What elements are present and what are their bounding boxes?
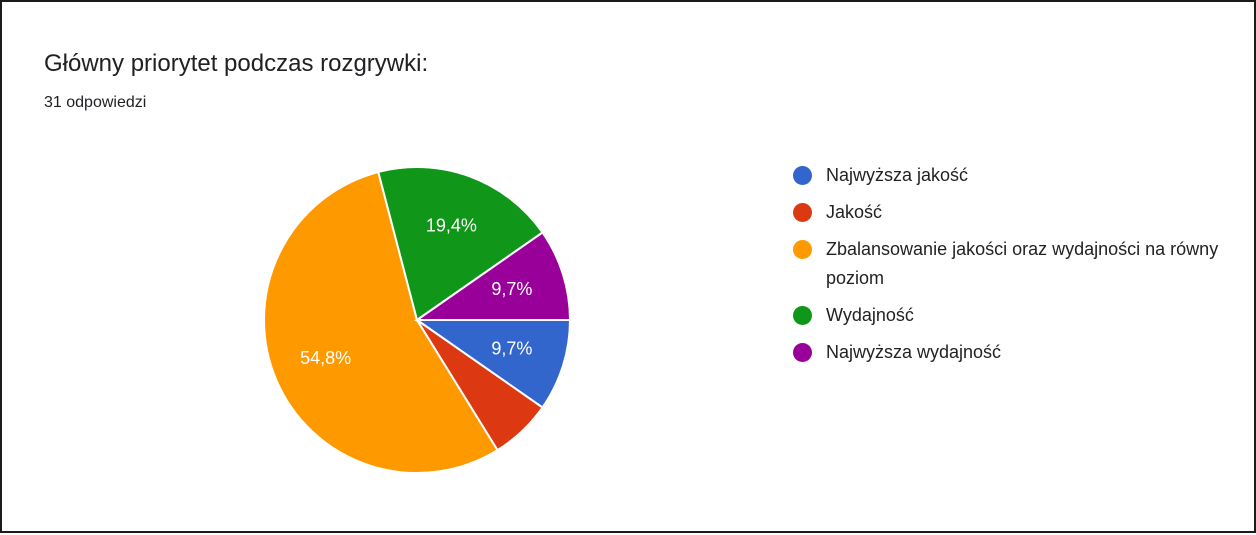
legend-item-najwyzsza-jakosc[interactable]: Najwyższa jakość — [793, 161, 1223, 190]
slice-label: 54,8% — [300, 348, 351, 368]
chart-legend: Najwyższa jakość Jakość Zbalansowanie ja… — [793, 161, 1223, 375]
legend-swatch — [793, 203, 812, 222]
legend-label: Jakość — [826, 202, 883, 222]
slice-label: 9,7% — [491, 279, 532, 299]
legend-label: Zbalansowanie jakości oraz wydajności na… — [826, 239, 1219, 288]
legend-item-jakosc[interactable]: Jakość — [793, 198, 1223, 227]
slice-wydajnosc[interactable] — [377, 166, 544, 322]
slice-label: 9,7% — [491, 339, 532, 359]
slice-zbalansowanie[interactable] — [263, 170, 499, 474]
legend-swatch — [793, 306, 812, 325]
slice-najwyzsza-wydajnosc[interactable] — [413, 231, 572, 321]
slice-label: 19,4% — [426, 215, 477, 235]
response-count: 31 odpowiedzi — [44, 94, 147, 111]
legend-item-najwyzsza-wydajnosc[interactable]: Najwyższa wydajność — [793, 338, 1223, 367]
legend-label: Najwyższa wydajność — [826, 342, 1002, 362]
legend-item-zbalansowanie[interactable]: Zbalansowanie jakości oraz wydajności na… — [793, 235, 1223, 293]
chart-title: Główny priorytet podczas rozgrywki: — [44, 50, 429, 77]
legend-swatch — [793, 240, 812, 259]
legend-item-wydajnosc[interactable]: Wydajność — [793, 301, 1223, 330]
slice-najwyzsza-jakosc[interactable] — [413, 319, 572, 409]
legend-swatch — [793, 343, 812, 362]
legend-label: Najwyższa jakość — [826, 165, 969, 185]
legend-label: Wydajność — [826, 305, 914, 325]
legend-swatch — [793, 166, 812, 185]
